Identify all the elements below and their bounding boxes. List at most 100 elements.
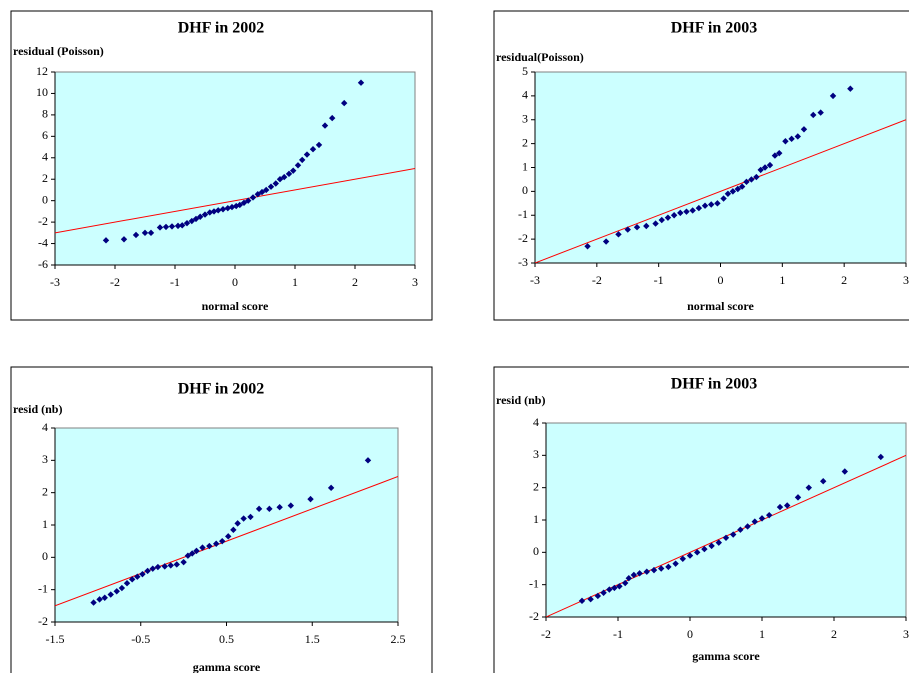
x-tick-label: 3 <box>412 275 418 289</box>
data-point <box>254 191 261 198</box>
data-point <box>794 494 802 501</box>
data-point <box>364 457 372 464</box>
data-point <box>162 223 170 231</box>
y-tick-label: 4 <box>522 88 528 102</box>
x-tick-label: 0 <box>718 273 724 287</box>
data-point <box>810 111 817 119</box>
y-tick-label: 6 <box>42 128 48 142</box>
data-point <box>247 513 254 521</box>
data-point <box>600 589 607 596</box>
data-point <box>616 583 623 590</box>
y-tick-label: 10 <box>36 85 48 99</box>
y-tick-label: 0 <box>42 192 48 206</box>
data-point <box>309 146 317 153</box>
data-point <box>149 565 156 572</box>
data-point <box>701 545 708 553</box>
data-point <box>650 566 658 574</box>
data-point <box>281 173 288 181</box>
data-point <box>820 478 827 485</box>
data-point <box>118 584 126 592</box>
data-point <box>210 208 218 215</box>
data-point <box>689 207 696 214</box>
data-point <box>782 138 789 145</box>
data-point <box>670 212 678 219</box>
data-point <box>174 222 182 230</box>
data-point <box>276 504 283 511</box>
plot-content <box>535 85 906 263</box>
data-point <box>294 162 302 169</box>
data-point <box>206 542 213 550</box>
x-tick-label: -3 <box>530 273 540 287</box>
y-tick-label: 0 <box>42 549 48 563</box>
data-point <box>156 224 164 231</box>
data-point <box>776 503 784 511</box>
y-tick-label: 0 <box>533 544 539 558</box>
y-tick-label: 4 <box>42 420 48 434</box>
data-point <box>625 575 632 582</box>
data-point <box>154 563 162 571</box>
data-point <box>753 173 760 181</box>
data-point <box>167 562 174 569</box>
data-point <box>215 207 222 214</box>
y-axis-label: residual(Poisson) <box>496 50 584 64</box>
data-point <box>287 502 295 509</box>
x-tick-label: 1 <box>779 273 785 287</box>
x-tick-label: -1 <box>613 627 623 641</box>
data-point <box>113 588 120 595</box>
data-point <box>695 204 703 212</box>
x-tick-label: 1 <box>759 627 765 641</box>
y-axis-label: resid (nb) <box>13 402 62 416</box>
data-point <box>147 229 155 237</box>
data-point <box>179 222 186 229</box>
data-point <box>327 484 335 492</box>
data-point <box>788 135 795 143</box>
y-tick-label: -2 <box>518 231 528 245</box>
data-point <box>643 568 650 575</box>
data-point <box>315 141 323 149</box>
data-point <box>800 126 808 133</box>
data-point <box>144 567 151 575</box>
data-point <box>245 197 252 204</box>
data-point <box>751 518 758 525</box>
y-tick-label: 4 <box>42 150 48 164</box>
data-point <box>290 167 297 174</box>
data-point <box>758 515 766 522</box>
y-axis-label: residual (Poisson) <box>13 44 104 58</box>
y-axis-label: resid (nb) <box>496 393 545 407</box>
data-point <box>101 594 108 601</box>
data-point <box>743 178 750 186</box>
data-point <box>611 584 618 592</box>
chart-title: DHF in 2002 <box>178 20 265 37</box>
data-point <box>228 203 236 211</box>
data-point <box>225 533 232 540</box>
x-axis-label: gamma score <box>692 649 760 663</box>
data-point <box>107 591 114 598</box>
chart-title: DHF in 2003 <box>671 376 758 393</box>
x-tick-label: 0.5 <box>219 632 234 646</box>
y-tick-label: 1 <box>533 512 539 526</box>
y-tick-label: 2 <box>522 135 528 149</box>
data-point <box>766 511 773 519</box>
data-point <box>234 520 241 527</box>
data-point <box>307 495 314 503</box>
data-point <box>132 231 140 239</box>
data-point <box>766 161 774 169</box>
data-point <box>664 214 672 221</box>
data-point <box>272 180 279 187</box>
x-tick-label: -1.5 <box>46 632 65 646</box>
y-tick-label: 3 <box>522 112 528 126</box>
y-tick-label: 2 <box>533 479 539 493</box>
data-point <box>665 563 672 571</box>
chart-title: DHF in 2002 <box>178 381 265 398</box>
data-point <box>285 170 293 178</box>
data-point <box>658 565 665 572</box>
plot-area <box>54 71 416 266</box>
data-point <box>829 92 837 100</box>
x-tick-label: -2 <box>541 627 551 641</box>
data-point <box>761 164 769 171</box>
data-point <box>263 186 270 194</box>
y-tick-label: 4 <box>533 415 539 429</box>
x-tick-label: 2 <box>352 275 358 289</box>
data-point <box>341 99 348 107</box>
data-point <box>587 596 594 603</box>
